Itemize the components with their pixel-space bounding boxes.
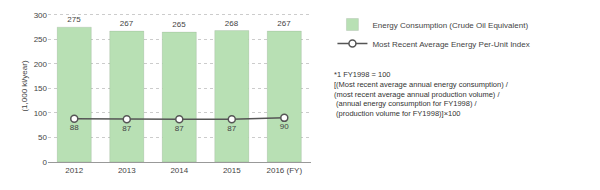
svg-text:0: 0 — [43, 158, 48, 167]
svg-text:250: 250 — [34, 35, 48, 44]
svg-text:2015: 2015 — [223, 166, 241, 175]
svg-text:300: 300 — [34, 11, 48, 20]
svg-text:2016 (FY): 2016 (FY) — [267, 166, 303, 175]
svg-text:265: 265 — [172, 20, 186, 29]
svg-text:150: 150 — [34, 84, 48, 93]
svg-text:87: 87 — [227, 124, 236, 133]
svg-text:267: 267 — [277, 19, 291, 28]
svg-text:275: 275 — [67, 15, 81, 24]
svg-text:268: 268 — [225, 19, 239, 28]
svg-text:(1,000 kl/year): (1,000 kl/year) — [20, 60, 29, 111]
svg-text:100: 100 — [34, 109, 48, 118]
svg-text:87: 87 — [122, 124, 131, 133]
svg-text:Energy Consumption (Crude Oil: Energy Consumption (Crude Oil Equivalent… — [372, 21, 528, 30]
svg-text:*1 FY1998 = 100[(Most recent a: *1 FY1998 = 100[(Most recent average ann… — [334, 70, 509, 118]
svg-text:90: 90 — [280, 122, 289, 131]
svg-text:87: 87 — [175, 124, 184, 133]
svg-text:2013: 2013 — [118, 166, 136, 175]
svg-text:88: 88 — [70, 123, 79, 132]
svg-text:267: 267 — [120, 19, 134, 28]
svg-text:Most Recent Average Energy Per: Most Recent Average Energy Per-Unit Inde… — [372, 40, 529, 49]
svg-text:2014: 2014 — [170, 166, 188, 175]
svg-text:2012: 2012 — [65, 166, 83, 175]
svg-text:50: 50 — [38, 133, 47, 142]
svg-text:200: 200 — [34, 60, 48, 69]
